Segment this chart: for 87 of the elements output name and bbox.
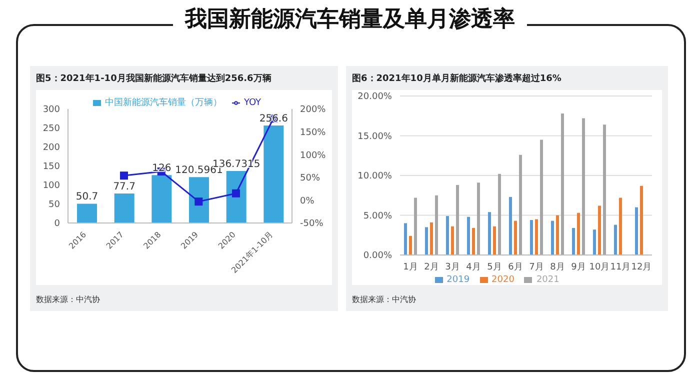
data-label: 77.7 bbox=[113, 181, 136, 192]
bar bbox=[577, 212, 580, 255]
y-tick-label: 20.00% bbox=[358, 92, 392, 102]
x-tick-label: 4月 bbox=[466, 262, 481, 272]
legend-label: 2019 bbox=[446, 275, 470, 285]
bar bbox=[530, 220, 533, 255]
y-tick-label: 5.00% bbox=[363, 211, 392, 222]
x-tick-label: 12月 bbox=[631, 262, 652, 272]
y-tick-label: 10.00% bbox=[358, 172, 392, 182]
bar bbox=[467, 216, 470, 255]
bar bbox=[414, 198, 417, 255]
y2-tick-label: 100% bbox=[300, 150, 326, 161]
legend-label: 2020 bbox=[492, 275, 514, 285]
bar bbox=[226, 171, 246, 223]
bar bbox=[556, 215, 559, 255]
bar bbox=[593, 230, 596, 255]
bar bbox=[509, 196, 512, 255]
data-label: 126 bbox=[152, 163, 172, 174]
text: 我国新能源汽车销量及单月渗透率 bbox=[173, 7, 527, 32]
bar bbox=[540, 140, 543, 255]
y-tick-label: 100 bbox=[42, 181, 60, 192]
bar bbox=[77, 204, 97, 223]
x-tick-label: 1月 bbox=[403, 262, 418, 272]
point bbox=[232, 189, 240, 198]
bar bbox=[451, 226, 454, 255]
bar bbox=[619, 198, 622, 255]
y-tick-label: 50 bbox=[48, 200, 60, 210]
bar bbox=[551, 220, 554, 255]
y-tick-label: 200 bbox=[42, 143, 60, 154]
legend-label: 2021 bbox=[536, 275, 560, 285]
y-tick-label: 250 bbox=[42, 124, 60, 134]
bar bbox=[189, 177, 209, 223]
x-tick-label: 7月 bbox=[529, 262, 544, 272]
bar bbox=[430, 222, 433, 255]
bar bbox=[152, 175, 172, 223]
y-tick-label: 0.00% bbox=[363, 251, 392, 262]
bar bbox=[435, 195, 438, 255]
bar bbox=[635, 207, 638, 255]
data-label: 50.7 bbox=[76, 192, 98, 203]
bar bbox=[598, 206, 601, 255]
bar bbox=[404, 223, 407, 255]
source-note: 数据来源：中汽协 bbox=[352, 294, 416, 305]
x-tick-label: 11月 bbox=[610, 262, 631, 272]
point bbox=[120, 172, 128, 180]
bar bbox=[498, 174, 501, 255]
data-label: 120.5961 bbox=[175, 165, 223, 176]
x-tick-label: 3月 bbox=[445, 262, 460, 272]
bar bbox=[493, 226, 496, 255]
bar bbox=[614, 224, 617, 255]
x-tick-label: 8月 bbox=[550, 262, 565, 272]
x-tick-label: 2月 bbox=[424, 262, 439, 272]
x-tick-label: 6月 bbox=[508, 262, 523, 272]
point bbox=[194, 198, 203, 206]
x-tick-label: 9月 bbox=[571, 262, 586, 272]
bar bbox=[446, 216, 449, 255]
y-tick-label: 0 bbox=[54, 219, 60, 230]
legend-label: YOY bbox=[244, 98, 262, 108]
bar bbox=[561, 113, 564, 255]
chart-title: 图6：2021年10月单月新能源汽车渗透率超过16% bbox=[352, 72, 562, 85]
y2-tick-label: -50% bbox=[300, 219, 324, 230]
y-tick-label: 300 bbox=[42, 105, 60, 116]
bar bbox=[514, 220, 517, 255]
bar bbox=[582, 118, 585, 255]
bar bbox=[519, 154, 522, 255]
y-tick-label: 15.00% bbox=[358, 132, 392, 142]
y-tick-label: 150 bbox=[42, 162, 60, 172]
bar bbox=[472, 228, 475, 255]
y2-tick-label: 200% bbox=[300, 105, 326, 116]
y2-tick-label: 0% bbox=[300, 196, 315, 206]
y2-tick-label: 150% bbox=[300, 128, 326, 138]
bar bbox=[488, 212, 491, 255]
bar bbox=[409, 236, 412, 255]
chart-title: 图5：2021年1-10月我国新能源汽车销量达到256.6万辆 bbox=[36, 72, 272, 85]
bar bbox=[535, 219, 538, 255]
bar bbox=[114, 193, 134, 223]
legend-label: 中国新能源汽车销量（万辆） bbox=[104, 98, 222, 108]
bar bbox=[572, 228, 575, 255]
bar bbox=[425, 227, 428, 255]
bar bbox=[264, 125, 284, 223]
bar bbox=[640, 186, 643, 255]
bar bbox=[603, 124, 606, 255]
source-note: 数据来源：中汽协 bbox=[36, 294, 100, 305]
x-tick-label: 10月 bbox=[589, 262, 610, 272]
bar bbox=[477, 182, 480, 255]
y2-tick-label: 50% bbox=[300, 174, 320, 184]
x-tick-label: 5月 bbox=[487, 262, 502, 272]
bar bbox=[456, 185, 459, 255]
